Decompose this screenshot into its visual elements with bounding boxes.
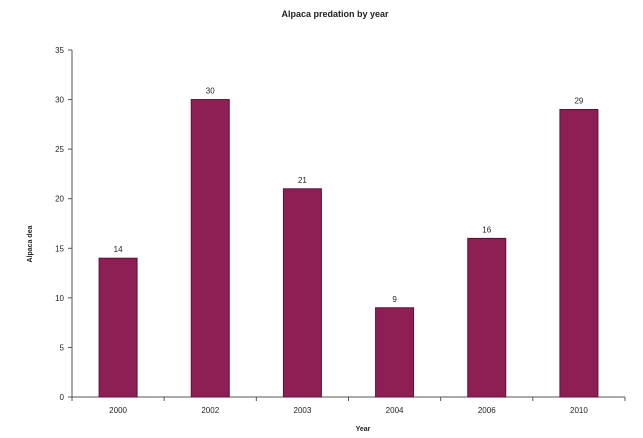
bar xyxy=(98,257,138,398)
chart-title: Alpaca predation by year xyxy=(281,9,389,19)
data-label: 21 xyxy=(298,176,307,185)
bar xyxy=(190,99,230,398)
bar xyxy=(559,108,599,398)
data-label: 16 xyxy=(482,225,491,234)
y-tick-label: 25 xyxy=(55,145,64,154)
bar xyxy=(467,237,507,398)
y-tick-label: 30 xyxy=(55,96,64,105)
x-axis-label: Year xyxy=(356,426,371,433)
x-tick-label: 2006 xyxy=(478,406,496,415)
data-label: 30 xyxy=(206,87,215,96)
x-tick-label: 2004 xyxy=(386,406,404,415)
y-tick-label: 5 xyxy=(60,343,65,352)
plot-area: 0 5 10 15 20 25 30 35 14 2000 30 2002 21 2003 9 2004 16 2… xyxy=(55,46,626,415)
y-tick-label: 15 xyxy=(55,244,64,253)
data-label: 29 xyxy=(574,96,583,105)
y-tick-label: 35 xyxy=(55,46,64,55)
y-axis-label: Alpaca dea xyxy=(27,225,34,262)
bar xyxy=(282,188,322,398)
x-tick-label: 2010 xyxy=(570,406,588,415)
x-tick-label: 2000 xyxy=(109,406,127,415)
data-label: 9 xyxy=(392,295,397,304)
y-tick-label: 20 xyxy=(55,195,64,204)
x-tick-label: 2003 xyxy=(294,406,312,415)
bar xyxy=(375,307,415,398)
y-tick-label: 0 xyxy=(60,393,65,402)
data-label: 14 xyxy=(114,245,123,254)
y-tick-label: 10 xyxy=(55,294,64,303)
x-tick-label: 2002 xyxy=(201,406,219,415)
